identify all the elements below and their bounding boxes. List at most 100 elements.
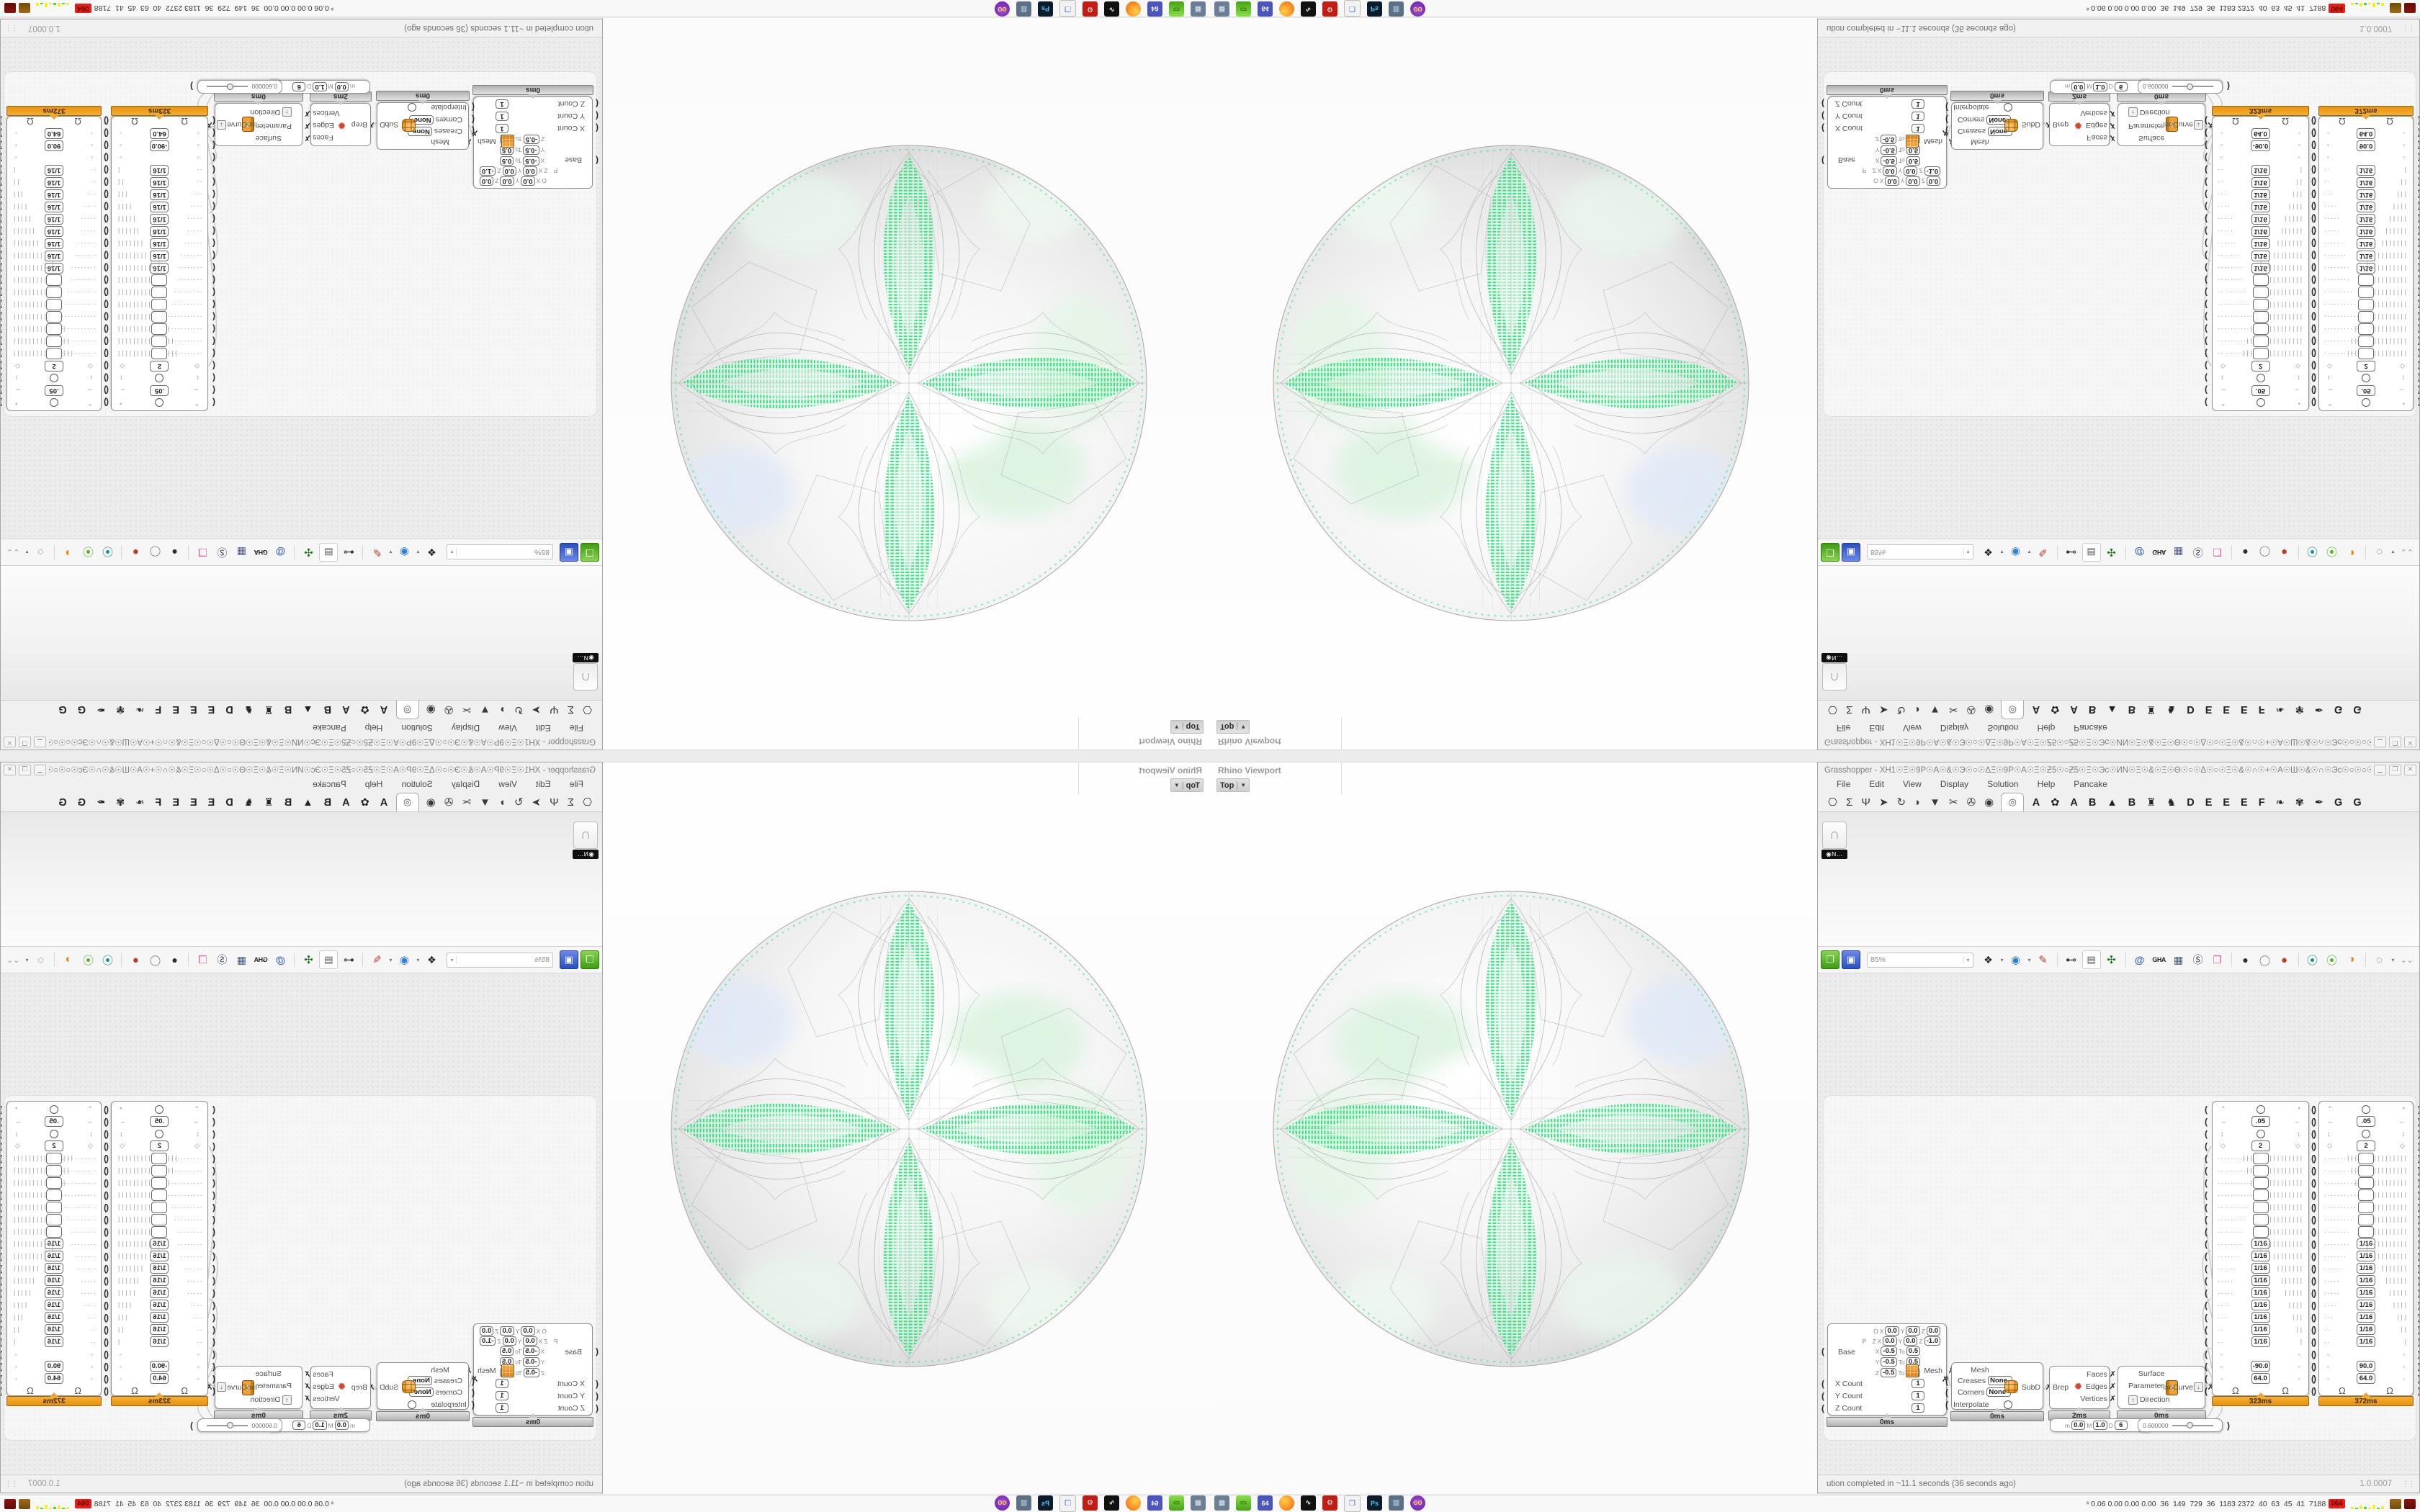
row-value[interactable]: 1/16 [45, 1324, 63, 1335]
toolbar-icon[interactable]: ❖ [1984, 546, 1993, 559]
panel-row[interactable]: ( ······ 1/16 ||||||| ) [104, 238, 215, 250]
toolbar-icon[interactable]: ◉ [2011, 546, 2021, 558]
row-value[interactable]: 1/16 [2357, 1238, 2375, 1249]
row-value[interactable]: 1/16 [2357, 1275, 2375, 1286]
row-value[interactable]: -90.0 [149, 140, 170, 151]
panel-row[interactable]: ( ······ 1/16 ||||||| ) [1, 1262, 109, 1274]
panel-row[interactable]: ( ▫ ▫ ) [2205, 1348, 2316, 1360]
taskbar-app-icon[interactable] [1279, 1, 1294, 17]
taskbar-app-icon[interactable]: ❐ [1059, 0, 1076, 17]
category-tab[interactable]: A [380, 703, 388, 715]
toolbar-collapse-icon[interactable]: ⌄⌄ [2400, 547, 2414, 557]
category-tab[interactable]: ✒ [2314, 797, 2324, 809]
value-capsule[interactable]: 0.0 [1883, 166, 1897, 176]
category-tab[interactable]: ❧ [135, 797, 145, 809]
category-tab-icon[interactable]: ▼ [479, 796, 490, 809]
category-tab[interactable]: A [2070, 703, 2078, 715]
panel-row[interactable]: ( ⇔ .05 ⇔ ) [2205, 384, 2316, 397]
panel-row[interactable]: ( ··········· ||||||||||||| ) [2311, 311, 2419, 323]
panel-row[interactable]: ( Ω Ω ) [2311, 1385, 2419, 1397]
panel-row[interactable]: ( ········· ||||||||||| ) [2205, 287, 2316, 299]
domain-max-capsule[interactable]: 0.5 [500, 156, 514, 166]
viewport-view-tab[interactable]: Top | ▼ [1216, 778, 1250, 792]
toolbar-icon[interactable]: ◌ [2376, 546, 2383, 559]
category-tab[interactable]: ❧ [2275, 703, 2285, 715]
row-value[interactable] [2252, 311, 2269, 323]
value-capsule[interactable]: 0.0 [1883, 1336, 1897, 1346]
active-category-tab[interactable]: ◎ [2001, 701, 2025, 719]
toolbar-icon[interactable]: ◌ [37, 953, 44, 966]
panel-row[interactable]: ( ··· 1/16 ||| ) [104, 189, 215, 201]
stepper-panel-a[interactable]: ∩ ( ⌃ * ) [2205, 106, 2316, 411]
taskbar-app-icon[interactable]: ▥ [1389, 1, 1404, 17]
max-capsule[interactable]: 1.0 [2093, 82, 2107, 91]
panel-row[interactable]: ( ·· 1/16 || ) [2205, 176, 2316, 189]
row-value[interactable]: 1/16 [2251, 165, 2270, 176]
category-tab-icon[interactable]: ✇ [444, 796, 454, 809]
toolbar-icon[interactable] [294, 953, 295, 967]
row-value[interactable] [46, 1164, 62, 1176]
toolbar-icon[interactable]: ▦ [236, 953, 247, 966]
row-value[interactable]: 1/16 [45, 202, 63, 212]
rhino-viewport-panel[interactable]: Rhino Viewport Top | ▼ [1210, 762, 1818, 1494]
row-value[interactable]: .05 [45, 1116, 63, 1127]
toolbar-icon[interactable] [2231, 953, 2232, 967]
toolbar-icon[interactable]: ⦿ [2307, 545, 2318, 558]
taskbar-app-icon[interactable]: ▭ [1236, 1, 1251, 17]
value-capsule[interactable]: -1.0 [1924, 166, 1940, 176]
ribbon-group-label[interactable]: ◉N… [1821, 653, 1847, 662]
row-value[interactable]: 1/16 [150, 1275, 169, 1286]
domain-min-capsule[interactable]: -0.5 [523, 145, 539, 155]
menu-item[interactable]: Edit [1869, 778, 1885, 789]
panel-row[interactable]: ( ·········· |||||||||||| ) [2205, 299, 2316, 311]
panel-row[interactable]: ( ·· 1/16 | ) [1, 164, 109, 176]
row-value[interactable]: 90.0 [2357, 140, 2375, 151]
maximize-button[interactable]: ❐ [19, 737, 31, 748]
panel-row[interactable]: ( ·· 1/16 | ) [104, 164, 215, 176]
active-category-tab[interactable]: ◎ [2001, 793, 2025, 811]
panel-row[interactable]: ( ···· 1/16 |||| ) [104, 1299, 215, 1311]
toolbar-collapse-icon[interactable]: ⌄⌄ [6, 547, 20, 557]
chevron-down-icon[interactable]: ▼ [1173, 724, 1180, 730]
row-value[interactable]: 1/16 [2357, 1324, 2375, 1335]
panel-row[interactable]: ( ·········· |||||||||||| ) [2311, 1201, 2419, 1213]
category-tab-icon[interactable]: ▼ [1930, 796, 1941, 809]
category-tab[interactable]: A [2032, 703, 2040, 715]
panel-row[interactable]: ( ↕ ↕ ) [104, 372, 215, 384]
row-value[interactable] [151, 348, 168, 360]
category-tab-icon[interactable]: ✂ [462, 703, 471, 716]
panel-row[interactable]: ( ··········· ||||||||||||| ) [1, 311, 109, 323]
row-value[interactable]: 1/16 [45, 214, 63, 225]
panel-row[interactable]: ( ········· ||||||||||| ) [2205, 1213, 2316, 1225]
category-tab[interactable]: ✿ [360, 703, 369, 715]
row-value[interactable]: 2 [45, 1140, 63, 1151]
category-tab[interactable]: G [77, 703, 86, 715]
category-tab[interactable]: G [77, 797, 86, 809]
category-tab[interactable]: F [155, 703, 162, 715]
toolbar-icon[interactable]: ◉ [399, 954, 409, 966]
stepper-panel-b[interactable]: ∩ ( ⌃ * ) [2311, 1101, 2419, 1406]
panel-row[interactable]: ( ▫ ▫ ) [1, 152, 109, 164]
toolbar-icon[interactable]: ▾ [416, 549, 420, 556]
ribbon-group-label[interactable]: ◉N… [573, 653, 599, 662]
toolbar-icon[interactable]: ◑ [65, 546, 73, 559]
row-value[interactable]: 1/16 [2251, 238, 2270, 249]
category-tab[interactable]: ✾ [2295, 703, 2304, 715]
category-tab-icon[interactable]: ✇ [1966, 796, 1976, 809]
panel-row[interactable]: ( ···· 1/16 |||| ) [1, 1299, 109, 1311]
domain-slider-panel[interactable]: m 0.0 M 1.0 D 6 [2050, 80, 2152, 94]
panel-row[interactable]: ( ···· 1/16 |||| ) [2205, 1299, 2316, 1311]
panel-row[interactable]: ( ······· 1/16 |||||||| ) [2205, 1250, 2316, 1262]
row-value[interactable]: 1/16 [2251, 1312, 2270, 1323]
row-value[interactable]: 90.0 [45, 140, 63, 151]
resize-grip[interactable]: ⋮⋮ [6, 24, 18, 32]
toolbar-icon[interactable]: ▤ [319, 950, 339, 969]
category-tab[interactable]: E [2241, 703, 2248, 715]
domain-max-capsule[interactable]: 0.5 [1906, 156, 1920, 166]
min-capsule[interactable]: 0.0 [2071, 82, 2086, 91]
panel-row[interactable]: ( ▫ ▫ ) [104, 152, 215, 164]
row-value[interactable] [155, 398, 164, 408]
panel-row[interactable]: ( ◦ 64.0 ◦ ) [2205, 127, 2316, 140]
chevron-down-icon[interactable]: ▼ [1173, 782, 1180, 788]
